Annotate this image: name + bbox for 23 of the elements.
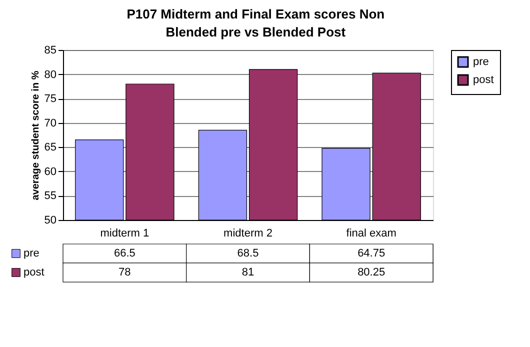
y-tick-label: 55	[44, 190, 56, 202]
y-tick-label: 85	[44, 44, 56, 56]
data-label: 78	[118, 266, 131, 278]
y-tick-label: 65	[44, 142, 56, 154]
y-axis-title: average student score in %	[30, 70, 42, 200]
data-label: 80.25	[358, 266, 386, 278]
data-label: 66.5	[114, 248, 136, 260]
x-tick-label: midterm 1	[100, 228, 150, 240]
legend-label: post	[473, 74, 494, 86]
x-tick-label: final exam	[346, 228, 396, 240]
y-tick-label: 75	[44, 93, 56, 106]
data-label: 64.75	[358, 248, 386, 260]
data-label: 68.5	[237, 248, 259, 260]
y-tick-label: 60	[44, 166, 56, 178]
chart-title: P107 Midterm and Final Exam scores Non Blended pre vs Blended Post	[126, 6, 385, 40]
y-tick-label: 50	[44, 214, 56, 226]
y-tick-label: 70	[44, 117, 56, 130]
x-tick-label: midterm 2	[224, 228, 272, 240]
text: pre	[473, 56, 489, 68]
data-label: 81	[242, 266, 254, 278]
legend-label: pre	[24, 248, 40, 260]
y-tick-label: 80	[44, 68, 56, 81]
text: post	[24, 266, 44, 278]
